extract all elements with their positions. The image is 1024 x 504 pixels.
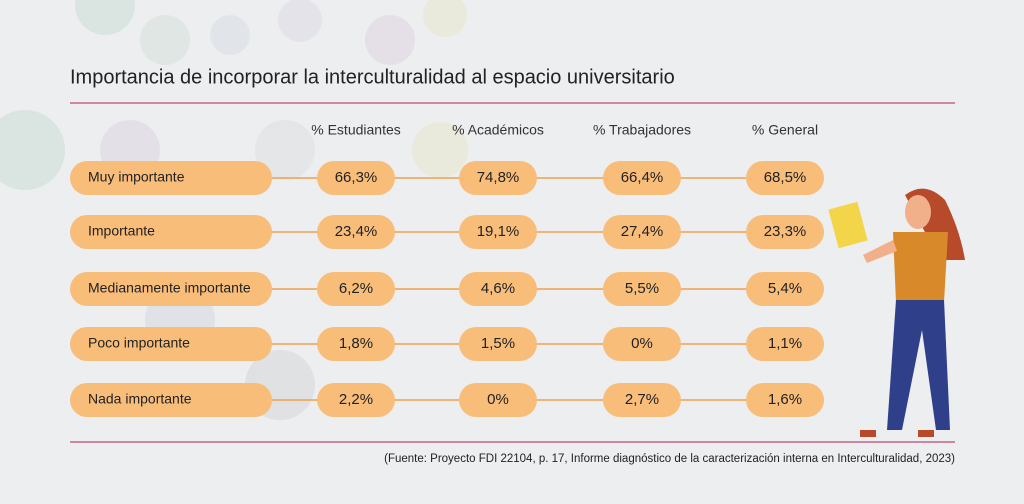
cell-value: 2,2% [339, 391, 373, 408]
cell-pill [459, 161, 537, 195]
column-header: % Estudiantes [311, 122, 401, 138]
deco-circle [140, 15, 190, 65]
shoe [860, 430, 876, 437]
cell-pill [317, 215, 395, 249]
deco-circle [255, 120, 315, 180]
row-label-pill [70, 383, 272, 417]
cell-pill [459, 383, 537, 417]
cell-pill [317, 161, 395, 195]
paper [828, 201, 868, 249]
deco-circle [0, 110, 65, 190]
cell-value: 1,8% [339, 335, 373, 352]
row-label: Nada importante [88, 391, 192, 407]
arm [863, 240, 897, 263]
cell-pill [603, 383, 681, 417]
row-label-pill [70, 161, 272, 195]
cell-value: 5,4% [768, 280, 802, 297]
pants [887, 300, 950, 430]
cell-value: 1,6% [768, 391, 802, 408]
column-header: % Académicos [452, 122, 544, 138]
cell-value: 5,5% [625, 280, 659, 297]
cell-value: 1,1% [768, 335, 802, 352]
row-label-pill [70, 272, 272, 306]
row-label: Importante [88, 223, 155, 239]
cell-pill [603, 327, 681, 361]
cell-value: 6,2% [339, 280, 373, 297]
shirt [893, 232, 948, 302]
cell-pill [317, 272, 395, 306]
deco-circle [423, 0, 467, 37]
cell-value: 0% [631, 335, 653, 352]
cell-value: 0% [487, 391, 509, 408]
source: (Fuente: Proyecto FDI 22104, p. 17, Info… [384, 453, 955, 465]
cell-value: 66,4% [621, 169, 664, 186]
cell-value: 74,8% [477, 169, 520, 186]
decoration [0, 0, 468, 420]
cell-value: 23,3% [764, 223, 807, 240]
deco-circle [75, 0, 135, 35]
deco-circle [210, 15, 250, 55]
row-label: Medianamente importante [88, 280, 251, 296]
cell-pill [459, 215, 537, 249]
cell-pill [603, 161, 681, 195]
shoe [918, 430, 934, 437]
deco-circle [365, 15, 415, 65]
cell-pill [746, 327, 824, 361]
row-label-pill [70, 327, 272, 361]
deco-circle [278, 0, 322, 42]
column-header: % General [752, 122, 818, 138]
cell-value: 27,4% [621, 223, 664, 240]
cell-value: 23,4% [335, 223, 378, 240]
cell-pill [603, 272, 681, 306]
cell-pill [317, 327, 395, 361]
cell-value: 2,7% [625, 391, 659, 408]
cell-pill [317, 383, 395, 417]
column-header: % Trabajadores [593, 122, 691, 138]
cell-pill [746, 215, 824, 249]
row-label-pill [70, 215, 272, 249]
cell-value: 66,3% [335, 169, 378, 186]
deco-circle [412, 122, 468, 178]
woman-illustration [828, 188, 965, 437]
cell-value: 1,5% [481, 335, 515, 352]
cell-pill [459, 327, 537, 361]
cell-pill [603, 215, 681, 249]
row-label: Muy importante [88, 169, 185, 185]
cell-pill [746, 161, 824, 195]
cell-value: 4,6% [481, 280, 515, 297]
row-label: Poco importante [88, 335, 190, 351]
cell-pill [459, 272, 537, 306]
cell-value: 19,1% [477, 223, 520, 240]
head [905, 195, 931, 229]
title: Importancia de incorporar la intercultur… [70, 66, 675, 88]
cell-value: 68,5% [764, 169, 807, 186]
cell-pill [746, 383, 824, 417]
cell-pill [746, 272, 824, 306]
